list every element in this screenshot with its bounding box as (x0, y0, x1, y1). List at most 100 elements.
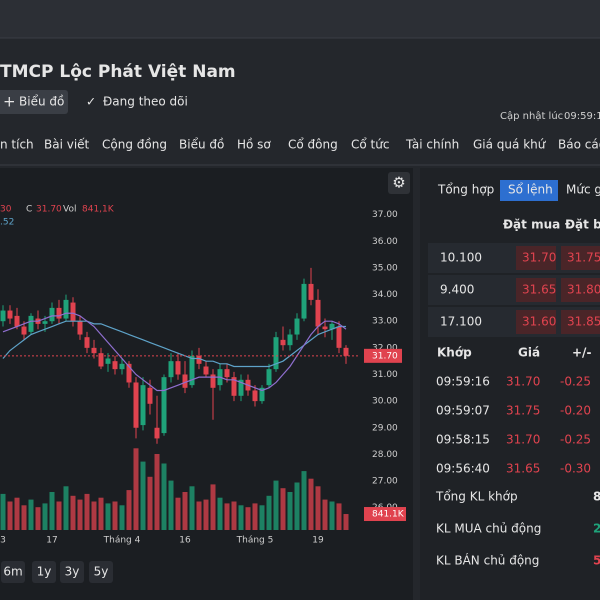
ask-header: Đặt bá (565, 218, 600, 232)
trade-time: 09:59:16 (436, 375, 490, 389)
volume-bar (210, 484, 216, 530)
range-label: 5y (94, 565, 109, 579)
bid-price: 31.60 (522, 315, 556, 329)
legend-open: 30 (0, 205, 12, 215)
last-price-label: 31.70 (372, 351, 398, 361)
volume-bar (259, 505, 265, 530)
legend-volume-key: Vol (63, 205, 76, 215)
y-tick-label: 37.00 (372, 210, 398, 220)
volume-bar (154, 454, 160, 530)
candle-body (287, 334, 293, 346)
candle-body (21, 326, 27, 335)
trade-price: 31.75 (506, 404, 540, 418)
nav-tab[interactable]: Hồ sơ (237, 138, 271, 152)
chart-button-label: Biểu đồ (19, 95, 64, 109)
ask-price: 31.85 (567, 315, 600, 329)
y-tick-label: 34.00 (372, 290, 398, 300)
bid-header: Đặt mua (503, 218, 560, 232)
tab[interactable]: Tổng hợp (437, 183, 494, 197)
y-tick-label: 29.00 (372, 423, 398, 433)
tab[interactable]: Sổ lệnh (508, 183, 553, 197)
volume-bar (98, 497, 104, 530)
candle-body (7, 310, 13, 319)
nav-tab[interactable]: Cổ tức (351, 138, 389, 152)
nav-tab[interactable]: Biểu đồ (179, 138, 224, 152)
candle-body (28, 315, 34, 332)
ask-bg (561, 246, 600, 270)
settings-button[interactable] (388, 172, 410, 194)
legend-volume: 841,1K (82, 205, 115, 215)
nav-tab[interactable]: Giá quá khứ (473, 138, 547, 152)
summary-label: KL MUA chủ động (436, 522, 541, 536)
candle-body (203, 366, 209, 375)
volume-bar (140, 461, 146, 530)
nav-tab[interactable]: Báo cáo (558, 138, 600, 152)
summary-label: Tổng KL khớp (435, 490, 518, 504)
trade-change: -0.25 (560, 433, 591, 447)
nav-tab[interactable]: Tài chính (405, 138, 459, 152)
bid-bg (516, 278, 556, 302)
order-volume: 10.100 (440, 251, 482, 265)
volume-bar (133, 448, 139, 530)
candle-body (273, 337, 279, 370)
volume-bar (119, 505, 125, 530)
candle-body (294, 318, 300, 335)
order-volume: 9.400 (440, 283, 474, 297)
volume-bar (231, 501, 237, 530)
nav-tab[interactable]: n tích (0, 138, 34, 152)
volume-bar (63, 486, 69, 530)
volume-bar (168, 480, 174, 530)
nav-tab[interactable]: Cổ đông (288, 138, 338, 152)
range-button[interactable] (1, 561, 25, 583)
candle-body (84, 337, 90, 348)
ask-price: 31.80 (567, 283, 600, 297)
trade-header: +/- (572, 346, 591, 360)
trade-header: Khớp (437, 346, 472, 360)
candle-body (14, 315, 20, 327)
candle-body (182, 374, 188, 388)
trade-header: Giá (518, 346, 540, 360)
tab-active (500, 180, 558, 201)
nav-tab[interactable]: Cộng đồng (102, 138, 167, 152)
top-bar (0, 0, 600, 38)
candle-body (154, 427, 160, 439)
nav-tab[interactable]: Bài viết (44, 138, 90, 152)
volume-bar (189, 486, 195, 530)
range-button[interactable] (89, 561, 113, 583)
follow-button[interactable]: Đang theo dõi (103, 95, 188, 109)
summary-value: 8 (593, 490, 600, 504)
volume-bar (245, 507, 251, 530)
candle-body (0, 310, 6, 322)
trade-change: -0.30 (560, 462, 591, 476)
range-button[interactable] (32, 561, 56, 583)
range-button[interactable] (60, 561, 84, 583)
last-volume-tag (364, 507, 406, 522)
volume-bar (42, 503, 48, 530)
bid-bg (516, 310, 556, 334)
legend-ma: .52 (0, 218, 14, 228)
candle-body (343, 347, 349, 356)
volume-bar (224, 503, 230, 530)
tab[interactable]: Mức g (566, 183, 600, 197)
candle-body (238, 379, 244, 396)
range-label: 3y (65, 565, 80, 579)
chart-button[interactable] (0, 90, 68, 114)
volume-bar (175, 497, 181, 530)
y-tick-label: 33.00 (372, 317, 398, 327)
candle-body (168, 361, 174, 378)
y-tick-label: 31.00 (372, 370, 398, 380)
volume-bar (182, 492, 188, 530)
volume-bar (91, 501, 97, 530)
volume-bar (21, 505, 27, 530)
candle-body (259, 387, 265, 402)
legend-close-key: C (26, 205, 32, 215)
volume-bar (336, 503, 342, 530)
last-price-tag (364, 348, 402, 363)
candle-body (336, 326, 342, 348)
bid-price: 31.65 (522, 283, 556, 297)
plus-icon: + (3, 93, 16, 111)
updated-label: Cập nhật lúc (500, 110, 563, 122)
volume-bar (35, 507, 41, 530)
candle-body (252, 390, 258, 402)
